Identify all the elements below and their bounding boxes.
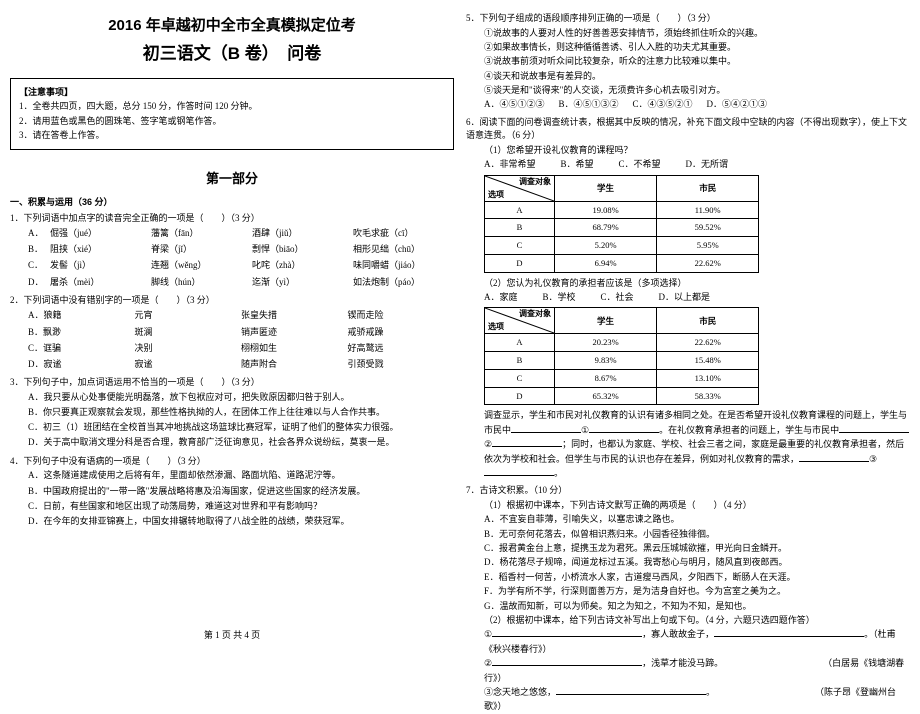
blank: [556, 685, 706, 695]
q6-opts1: A．非常希望 B．希望 C．不希望 D．无所谓: [484, 157, 910, 171]
q2-stem: 2．下列词语中没有错别字的一项是（ ）（3 分）: [10, 294, 454, 308]
q4-a: A．这条隧道建成使用之后将有年，里面却依然渗漏、路面坑陷、道路泥泞等。: [28, 468, 454, 483]
q5: 5．下列句子组成的语段顺序排列正确的一项是（ ）（3 分） ①说故事的人要对人性…: [466, 12, 910, 112]
notice-header: 【注意事项】: [19, 85, 445, 99]
q2-optC: C．诓骗 决别 栩栩如生 好高鹜远: [28, 340, 454, 356]
q6-sub1: （1）您希望开设礼仪教育的课程吗？: [484, 143, 910, 157]
blank-1: [511, 423, 581, 433]
q7-c: C．报君黄金台上意，提携玉龙为君死。黑云压城城欲摧，甲光向日金鳞开。: [484, 541, 910, 555]
q5-stem: 5．下列句子组成的语段顺序排列正确的一项是（ ）（3 分）: [466, 12, 910, 26]
blank-3: [799, 452, 869, 462]
q5-options: A．④⑤①②③ B．④⑤①③② C．④③⑤②① D．⑤④②①③: [484, 97, 910, 111]
q6-stem: 6．阅读下面的问卷调查统计表，根据其中反映的情况，补充下面文段中空缺的内容（不得…: [466, 116, 910, 143]
q5-l1: ①说故事的人要对人性的好善善恶安排情节，须始终抓住听众的兴趣。: [484, 26, 910, 40]
q7-d: D．杨花落尽子规啼，闻道龙标过五溪。我寄愁心与明月，随风直到夜郎西。: [484, 555, 910, 569]
q4: 4．下列句子中没有语病的一项是（ ）（3 分） A．这条隧道建成使用之后将有年，…: [10, 455, 454, 530]
notice-box: 【注意事项】 1．全卷共四页，四大题，总分 150 分，作答时间 120 分钟。…: [10, 78, 454, 150]
q1-optD: D． 屠杀（mèi） 脚线（hún） 迄渐（yì） 如法炮制（páo）: [28, 274, 454, 290]
q7-g: G．温故而知新，可以为师矣。知之为知之，不知为不知，是知也。: [484, 599, 910, 613]
blank-3b: [484, 466, 554, 476]
q3-a: A．我只要从心处事便能光明磊落，放下包袱应对可，把失败原因都归咎于别人。: [28, 390, 454, 405]
block-header: 一、积累与运用（36 分）: [10, 195, 454, 208]
q6-sub2: （2）您认为礼仪教育的承担者应该是（多项选择）: [484, 276, 910, 290]
blank: [714, 627, 864, 637]
q2-optB: B．飘渺 斑澜 销声匿迹 戒骄戒躁: [28, 324, 454, 340]
q7-sub2: （2）根据初中课本，给下列古诗文补写出上句或下句。（4 分，六题只选四题作答）: [484, 613, 910, 627]
q5-l5: ⑤谈天是和"谈得来"的人交谈，无须费许多心机去吸引对方。: [484, 83, 910, 97]
q4-stem: 4．下列句子中没有语病的一项是（ ）（3 分）: [10, 455, 454, 469]
q3-stem: 3．下列句子中，加点词语运用不恰当的一项是（ ）（3 分）: [10, 376, 454, 390]
q6-table1: 调查对象 选项 学生 市民 A19.08%11.90% B68.79%59.52…: [484, 175, 759, 273]
blank: [492, 656, 642, 666]
q6: 6．阅读下面的问卷调查统计表，根据其中反映的情况，补充下面文段中空缺的内容（不得…: [466, 116, 910, 481]
q1-stem: 1．下列词语中加点字的读音完全正确的一项是（ ）（3 分）: [10, 212, 454, 226]
blank-2: [839, 423, 909, 433]
q5-l3: ③说故事前须对听众间比较复杂，听众的注意力比较难以集中。: [484, 54, 910, 68]
q4-c: C．日前，有些国家和地区出现了动荡局势，难道这对世界和平有影响吗？: [28, 499, 454, 514]
q2: 2．下列词语中没有错别字的一项是（ ）（3 分） A．狼籍 元宵 张皇失措 锲而…: [10, 294, 454, 372]
q7-e: E．稻香村一何苦，小桥流水人家，古道瘦马西风，夕阳西下，断肠人在天涯。: [484, 570, 910, 584]
right-column: 5．下列句子组成的语段顺序排列正确的一项是（ ）（3 分） ①说故事的人要对人性…: [466, 10, 910, 641]
q3-b: B．你只要真正观察就会发现，那些性格执拗的人，在团体工作上往往难以与人合作共事。: [28, 405, 454, 420]
q7-a: A．不宜妄自菲薄，引喻失义，以塞忠谏之路也。: [484, 512, 910, 526]
part-title: 第一部分: [10, 168, 454, 187]
q7: 7．古诗文积累。（10 分） （1）根据初中课本，下列古诗文默写正确的两项是（ …: [466, 484, 910, 713]
notice-line: 1．全卷共四页，四大题，总分 150 分，作答时间 120 分钟。: [19, 99, 445, 113]
q5-l2: ②如果故事情长，则这种循循善诱、引人入胜的功夫尤其重要。: [484, 40, 910, 54]
title-main: 2016 年卓越初中全市全真模拟定位考: [10, 14, 454, 35]
q6-opts2: A．家庭 B．学校 C．社会 D．以上都是: [484, 290, 910, 304]
q5-l4: ④谈天和说故事是有差异的。: [484, 69, 910, 83]
q6-paragraph: 调查显示，学生和市民对礼仪教育的认识有诸多相同之处。在是否希望开设礼仪教育课程的…: [484, 408, 910, 480]
blank-1b: [589, 423, 659, 433]
q7-line1: ①，寡人敢故金子，。（杜甫《秋兴楼春行》）: [484, 627, 910, 656]
q6-table2: 调查对象 选项 学生 市民 A20.23%22.62% B9.83%15.48%…: [484, 307, 759, 405]
q7-sub1: （1）根据初中课本，下列古诗文默写正确的两项是（ ）（4 分）: [484, 498, 910, 512]
blank: [492, 627, 642, 637]
q3-d: D．关于高中取消文理分科是否合理，教育部广泛征询意见，社会各界众说纷纭，莫衷一是…: [28, 435, 454, 450]
q1-optA: A． 倔强（jué） 藩篱（fān） 酒肆（jiǔ） 吹毛求疵（cī）: [28, 225, 454, 241]
page-footer: 第 1 页 共 4 页: [10, 628, 454, 641]
q1-optB: B． 阻挟（xié） 脊梁（jǐ） 剽悍（biāo） 相形见绌（chū）: [28, 241, 454, 257]
q2-optD: D．寂谧 寂谧 随声附合 引颈受戮: [28, 356, 454, 372]
blank-2b: [492, 437, 562, 447]
notice-line: 3．请在答卷上作答。: [19, 128, 445, 142]
title-sub: 初三语文（B 卷） 问卷: [10, 39, 454, 64]
q7-b: B．无可奈何花落去，似曾相识燕归来。小园香径独徘徊。: [484, 527, 910, 541]
q1: 1．下列词语中加点字的读音完全正确的一项是（ ）（3 分） A． 倔强（jué）…: [10, 212, 454, 290]
q7-f: F．为学有所不学，行深则面善万方，是为洁身自好也。今为宫室之美为之。: [484, 584, 910, 598]
q3-c: C．初三（1）班团结在全校首当其冲地挑战这场篮球比赛冠军，证明了他们的整体实力很…: [28, 420, 454, 435]
q4-d: D．在今年的女排亚锦赛上，中国女排辗转地取得了八战全胜的战绩，荣获冠军。: [28, 514, 454, 529]
notice-line: 2．请用蓝色或黑色的圆珠笔、签字笔或钢笔作答。: [19, 114, 445, 128]
q1-optC: C． 发髻（jì） 连翘（wěng） 叱咤（zhà） 味同嚼蜡（jiáo）: [28, 257, 454, 273]
q7-line2: ②，浅草才能没马蹄。（白居易《钱塘湖春行》）: [484, 656, 910, 685]
q7-stem: 7．古诗文积累。（10 分）: [466, 484, 910, 498]
q4-b: B．中国政府提出的"一带一路"发展战略将惠及沿海国家，促进这些国家的经济发展。: [28, 484, 454, 499]
q2-optA: A．狼籍 元宵 张皇失措 锲而走险: [28, 307, 454, 323]
q7-line3: ③念天地之悠悠，。（陈子昂《登幽州台歌》）: [484, 685, 910, 714]
left-column: 2016 年卓越初中全市全真模拟定位考 初三语文（B 卷） 问卷 【注意事项】 …: [10, 10, 454, 641]
q3: 3．下列句子中，加点词语运用不恰当的一项是（ ）（3 分） A．我只要从心处事便…: [10, 376, 454, 451]
